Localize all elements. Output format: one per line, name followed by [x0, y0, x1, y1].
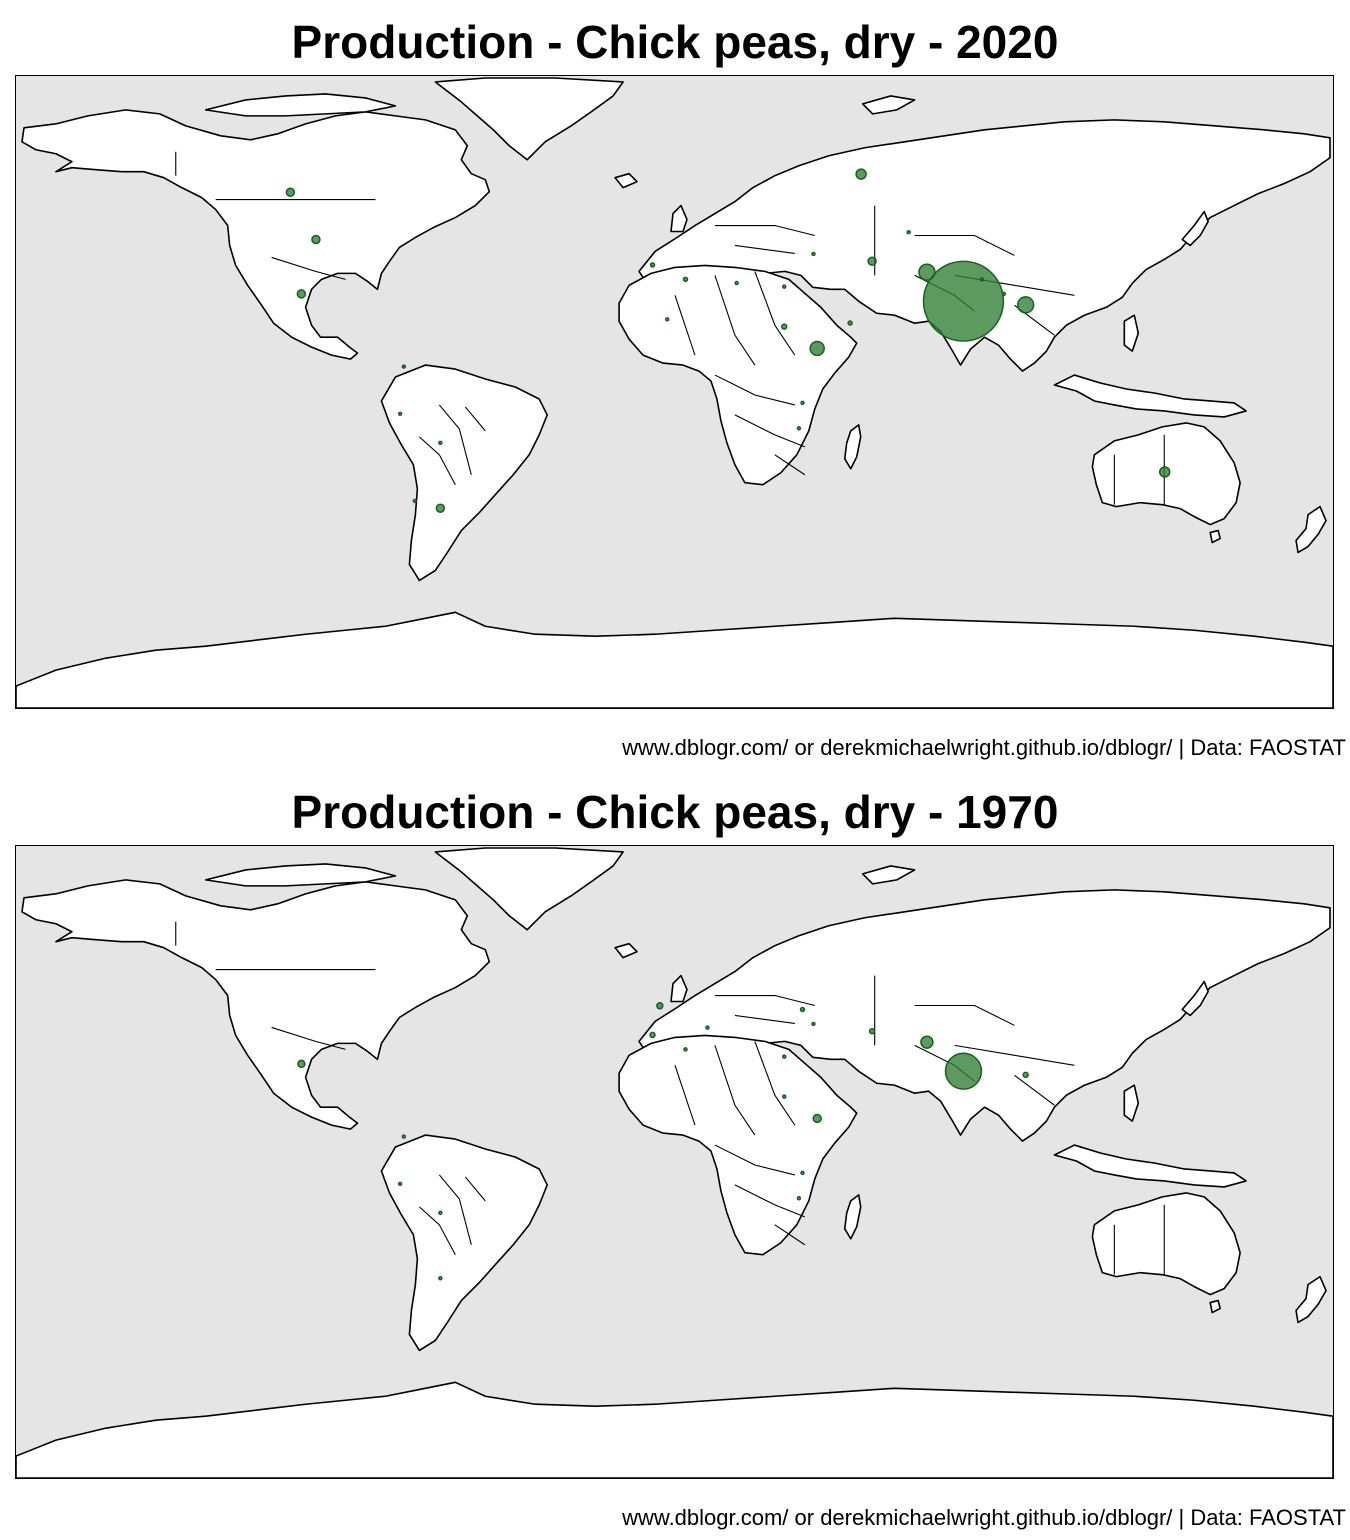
landmass-africa [618, 1034, 858, 1256]
bubble-bangladesh [1001, 291, 1007, 297]
world-map-svg [16, 847, 1333, 1478]
landmasses [16, 847, 1333, 1478]
bubbles [297, 1002, 1029, 1281]
bubble-algeria [682, 276, 689, 283]
bubble-yemen [847, 320, 853, 326]
bubble-tanzania [800, 400, 805, 406]
bubble-iran [867, 256, 877, 266]
landmass-philippines [1123, 314, 1140, 352]
landmass-africa [618, 264, 858, 486]
bubble-myanmar [1016, 296, 1035, 314]
world-map [15, 845, 1334, 1479]
landmass-north-america [21, 879, 491, 1130]
landmass-uk [670, 204, 688, 233]
landmass-japan [1181, 210, 1209, 247]
bubble-bolivia [438, 1210, 443, 1216]
landmass-uk [670, 974, 688, 1003]
bubble-india [922, 260, 1005, 342]
bubble-australia [1159, 466, 1171, 478]
map-title: Production - Chick peas, dry - 2020 [291, 16, 1059, 68]
landmass-new-zealand [1295, 505, 1327, 554]
bubble-ethiopia [809, 340, 825, 357]
landmass-madagascar [843, 1194, 862, 1240]
bubble-sudan [781, 1094, 787, 1099]
landmass-arctic-islands [204, 863, 397, 887]
bubbles [285, 168, 1171, 513]
world-map-svg [16, 77, 1333, 708]
source-caption: www.dblogr.com/ or derekmichaelwright.gi… [622, 735, 1346, 760]
bubble-malawi [796, 1196, 802, 1201]
bubble-uzbekistan [906, 229, 911, 235]
landmass-eurasia [638, 889, 1331, 1142]
landmass-iceland [614, 172, 638, 189]
bubble-argentina [438, 1275, 443, 1281]
bubble-syria [811, 1021, 816, 1027]
landmass-north-america [21, 109, 491, 360]
landmasses [16, 77, 1333, 708]
bubble-turkey [799, 1006, 806, 1013]
bubble-syria [811, 251, 816, 257]
bubble-russia [855, 168, 867, 180]
bubble-peru [397, 411, 403, 417]
landmass-new-zealand [1295, 1275, 1327, 1324]
map-panel-2020: Production - Chick peas, dry - 2020 [15, 16, 1346, 760]
bubble-morocco [649, 262, 656, 268]
source-caption: www.dblogr.com/ or derekmichaelwright.gi… [622, 1505, 1346, 1530]
bubble-peru [397, 1181, 403, 1187]
bubble-colombia [401, 364, 407, 369]
bubble-mexico [296, 289, 307, 299]
landmass-australia [1091, 1192, 1241, 1296]
landmass-madagascar [843, 424, 862, 470]
bubble-malawi [796, 426, 802, 431]
bubble-united-states [311, 234, 321, 245]
map-title: Production - Chick peas, dry - 1970 [291, 786, 1059, 838]
bubble-ethiopia [812, 1113, 822, 1124]
landmass-greenland [434, 847, 624, 931]
bubble-egypt [781, 284, 787, 289]
bubble-tanzania [800, 1170, 805, 1176]
world-map [15, 75, 1334, 709]
bubble-bolivia [438, 440, 443, 446]
landmass-antarctica [16, 611, 1333, 708]
bubble-libya [734, 280, 739, 286]
landmass-greenland [434, 77, 624, 161]
landmass-south-america [380, 364, 548, 582]
bubble-iran [868, 1027, 876, 1035]
bubble-myanmar [1022, 1071, 1029, 1079]
bubble-argentina [435, 503, 446, 513]
map-panel-1970: Production - Chick peas, dry - 1970 [0, 770, 1350, 1540]
bubble-pakistan [920, 1035, 934, 1049]
landmass-antarctica [16, 1381, 1333, 1478]
bubble-nepal [979, 277, 985, 282]
bubble-mexico [297, 1059, 306, 1069]
bubble-canada [285, 187, 296, 197]
landmass-novaya-zemlya [861, 865, 916, 885]
landmass-novaya-zemlya [861, 95, 916, 115]
landmass-tasmania [1209, 1299, 1221, 1314]
landmass-indonesia [1053, 374, 1247, 418]
bubble-tunisia [705, 1025, 710, 1030]
bubble-algeria [683, 1047, 688, 1052]
bubble-chile [412, 498, 418, 504]
landmass-arctic-islands [204, 93, 397, 117]
bubble-spain [656, 1002, 664, 1010]
bubble-mali [664, 317, 670, 322]
landmass-eurasia [638, 119, 1331, 372]
bubble-pakistan [918, 263, 936, 281]
bubble-egypt [781, 1054, 787, 1059]
landmass-japan [1181, 980, 1209, 1017]
bubble-india [944, 1052, 983, 1090]
landmass-iceland [614, 942, 638, 959]
landmass-indonesia [1053, 1144, 1247, 1188]
landmass-philippines [1123, 1084, 1140, 1122]
landmass-tasmania [1209, 529, 1221, 544]
bubble-sudan [780, 323, 788, 330]
bubble-colombia [401, 1134, 407, 1139]
landmass-south-america [380, 1134, 548, 1352]
bubble-morocco [649, 1031, 656, 1039]
